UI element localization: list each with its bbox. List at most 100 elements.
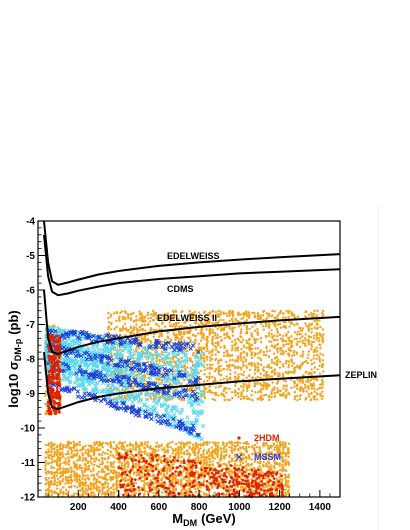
- background-point: [135, 323, 138, 326]
- scan-point: [174, 368, 179, 374]
- background-point: [50, 472, 53, 475]
- background-point: [242, 382, 245, 385]
- background-point: [89, 470, 93, 473]
- background-point: [250, 334, 253, 337]
- background-point: [254, 323, 257, 326]
- background-point: [197, 448, 200, 451]
- background-point: [200, 356, 203, 359]
- background-point: [64, 476, 68, 479]
- background-point: [76, 449, 79, 452]
- background-point: [231, 346, 234, 350]
- background-point: [213, 377, 217, 380]
- background-point: [171, 452, 174, 455]
- background-point: [230, 391, 234, 394]
- background-point: [211, 322, 214, 325]
- background-point: [107, 325, 111, 329]
- background-point: [310, 362, 313, 366]
- background-point: [205, 458, 208, 461]
- background-point: [65, 467, 68, 471]
- background-point: [121, 315, 125, 319]
- background-point: [220, 450, 223, 453]
- background-point: [126, 444, 129, 447]
- background-point: [231, 315, 234, 318]
- background-point: [135, 315, 138, 318]
- background-point: [225, 470, 228, 473]
- scan-point: [111, 357, 116, 362]
- background-point: [253, 443, 257, 447]
- background-point: [282, 384, 285, 387]
- background-point: [119, 311, 122, 315]
- background-point: [216, 448, 219, 452]
- background-point: [258, 460, 262, 463]
- background-point: [245, 387, 249, 390]
- background-point: [141, 337, 144, 341]
- background-point: [256, 312, 260, 315]
- background-point: [84, 449, 88, 452]
- background-point: [282, 372, 285, 376]
- background-point: [217, 309, 220, 312]
- background-point: [206, 379, 209, 382]
- background-point: [239, 477, 242, 481]
- background-point: [264, 455, 268, 459]
- background-point: [197, 457, 200, 460]
- background-point: [288, 392, 291, 396]
- background-point: [51, 443, 54, 447]
- background-point: [92, 485, 95, 488]
- background-point: [134, 448, 137, 452]
- background-point: [288, 320, 291, 323]
- background-point: [318, 387, 321, 390]
- background-point: [135, 328, 139, 331]
- background-point: [315, 346, 318, 349]
- background-point: [276, 335, 279, 338]
- background-point: [188, 475, 191, 479]
- scan-point: [119, 371, 125, 376]
- background-point: [93, 443, 96, 447]
- background-point: [245, 331, 248, 335]
- background-point: [135, 345, 138, 349]
- background-point: [121, 469, 124, 473]
- background-point: [242, 345, 246, 348]
- scan-point: [149, 358, 155, 363]
- background-point: [223, 398, 226, 402]
- background-point: [286, 460, 290, 464]
- background-point: [312, 334, 316, 337]
- background-point: [255, 454, 259, 457]
- background-point: [157, 377, 160, 380]
- background-point: [253, 316, 257, 319]
- background-point: [124, 476, 127, 479]
- background-point: [216, 333, 219, 336]
- background-point: [95, 484, 99, 488]
- background-point: [274, 356, 277, 360]
- background-point: [208, 460, 212, 463]
- background-point: [245, 324, 249, 328]
- background-point: [185, 350, 189, 353]
- background-point: [152, 491, 155, 495]
- background-point: [50, 476, 54, 479]
- scan-point: [169, 396, 174, 401]
- background-point: [92, 457, 95, 461]
- background-point: [293, 366, 297, 369]
- background-point: [153, 319, 156, 322]
- background-point: [225, 354, 229, 357]
- background-point: [259, 468, 262, 471]
- background-point: [271, 321, 274, 324]
- background-point: [95, 478, 98, 481]
- background-point: [174, 474, 177, 477]
- background-point: [95, 480, 98, 483]
- background-point: [248, 337, 251, 341]
- background-point: [50, 450, 53, 453]
- background-point: [259, 363, 263, 366]
- background-point: [217, 341, 220, 344]
- background-point: [259, 314, 262, 317]
- background-point: [264, 374, 268, 378]
- background-point: [205, 460, 209, 464]
- background-point: [225, 448, 228, 451]
- background-point: [69, 482, 73, 485]
- background-point: [132, 387, 135, 390]
- background-point: [287, 347, 290, 350]
- background-point: [282, 466, 285, 469]
- background-point: [134, 447, 137, 450]
- background-point: [152, 447, 155, 450]
- background-point: [202, 452, 205, 456]
- background-point: [321, 328, 325, 331]
